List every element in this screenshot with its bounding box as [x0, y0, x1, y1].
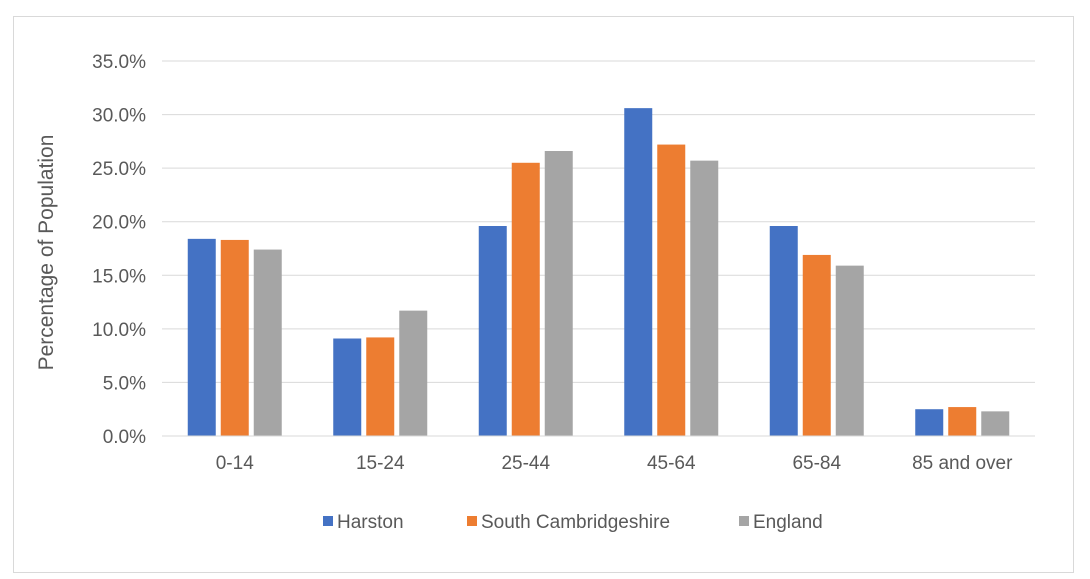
bar	[478, 226, 507, 436]
bar	[366, 337, 395, 436]
y-axis-title: Percentage of Population	[35, 135, 58, 371]
bar	[769, 226, 798, 436]
y-tick-label: 30.0%	[92, 106, 146, 127]
y-axis-ticks: 0.0% 5.0% 10.0% 15.0% 20.0% 25.0% 30.0% 35.0%	[92, 52, 146, 448]
bar	[835, 265, 864, 436]
legend-label: Harston	[337, 512, 404, 533]
x-tick-label: 15-24	[356, 453, 405, 474]
x-axis-ticks: 0-14 15-24 25-44 45-64 65-84 85 and over	[216, 453, 1013, 474]
bars	[187, 108, 1010, 437]
bar	[624, 108, 653, 437]
x-tick-label: 0-14	[216, 453, 254, 474]
legend-label: South Cambridgeshire	[481, 512, 670, 533]
legend: Harston South Cambridgeshire England	[323, 512, 823, 533]
legend-swatch	[323, 516, 333, 526]
legend-label: England	[753, 512, 823, 533]
bar	[657, 144, 686, 437]
bar	[511, 162, 540, 437]
y-tick-label: 25.0%	[92, 159, 146, 180]
y-tick-label: 15.0%	[92, 266, 146, 287]
bar	[399, 310, 428, 436]
x-tick-label: 25-44	[501, 453, 550, 474]
x-tick-label: 45-64	[647, 453, 696, 474]
legend-swatch	[739, 516, 749, 526]
y-tick-label: 20.0%	[92, 213, 146, 234]
bar	[544, 151, 573, 436]
y-tick-label: 0.0%	[103, 427, 146, 448]
bar	[253, 249, 282, 436]
y-tick-label: 35.0%	[92, 52, 146, 73]
x-tick-label: 65-84	[792, 453, 841, 474]
bar	[333, 338, 362, 436]
y-tick-label: 5.0%	[103, 373, 146, 394]
gridlines	[162, 60, 1035, 383]
bar	[220, 239, 249, 436]
bar	[948, 407, 977, 436]
bar	[802, 254, 831, 436]
bar	[915, 409, 944, 436]
x-tick-label: 85 and over	[912, 453, 1013, 474]
legend-swatch	[467, 516, 477, 526]
bar	[981, 411, 1010, 436]
y-tick-label: 10.0%	[92, 320, 146, 341]
bar	[690, 160, 719, 436]
bar	[187, 238, 216, 436]
